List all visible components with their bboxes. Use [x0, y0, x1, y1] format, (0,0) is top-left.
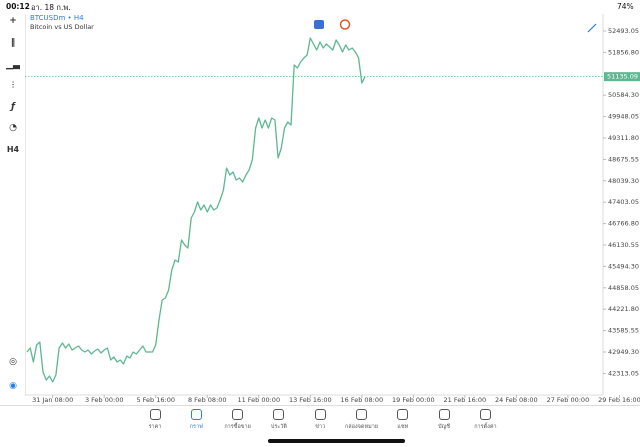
- symbol-description: Bitcoin vs US Dollar: [30, 23, 94, 31]
- tab-icon: [149, 409, 161, 420]
- function-tool[interactable]: ƒ: [11, 102, 15, 112]
- y-tick-label: 50584.30: [608, 91, 639, 99]
- timeframe-tool[interactable]: H4: [6, 145, 20, 154]
- tab-label: ประวัติ: [270, 424, 287, 430]
- y-tick-label: 52493.05: [608, 27, 639, 35]
- x-tick-label: 19 Feb 00:00: [392, 396, 435, 404]
- tab-label: กราฟ: [189, 424, 203, 430]
- trade-icon[interactable]: [314, 20, 324, 29]
- tab-label: ข่าว: [315, 424, 326, 430]
- x-tick-label: 3 Feb 00:00: [85, 396, 124, 404]
- y-tick-label: 48039.30: [608, 177, 639, 185]
- tab-bar: ราคา กราฟ การซื้อขาย ประวัติ ข่าว กล่องจดหมาย…: [0, 405, 640, 447]
- app-tool[interactable]: ◉: [9, 381, 17, 391]
- tab[interactable]: กล่องจดหมาย: [340, 409, 384, 431]
- y-tick-label: 47403.05: [608, 198, 639, 206]
- date: อา. 18 ก.พ.: [31, 3, 71, 12]
- tab-icon: [190, 409, 202, 420]
- price-line: [26, 37, 366, 383]
- tab[interactable]: ข่าว: [298, 409, 342, 431]
- chart: BTCUSDm • H4 Bitcoin vs US Dollar 52493.…: [25, 14, 640, 404]
- y-tick-label: 43585.55: [608, 327, 639, 335]
- tab[interactable]: การตั้งค่า: [463, 409, 507, 431]
- indicators-tool[interactable]: ▁▃: [6, 60, 20, 70]
- tab-icon: [314, 409, 326, 420]
- tab[interactable]: กราฟ: [174, 409, 218, 431]
- tab-label: บัญชี: [438, 424, 451, 430]
- x-tick-label: 29 Feb 16:00: [598, 396, 640, 404]
- crosshair-tool[interactable]: +: [9, 16, 17, 26]
- y-tick-label: 49948.05: [608, 113, 639, 121]
- trade-icon[interactable]: [339, 19, 351, 30]
- clock: 00:12: [6, 2, 30, 11]
- x-tick-label: 8 Feb 08:00: [188, 396, 227, 404]
- y-tick-label: 48675.55: [608, 155, 639, 163]
- status-bar: 00:12 อา. 18 ก.พ. 74%: [0, 0, 640, 13]
- tab-label: ราคา: [148, 424, 162, 430]
- tab-label: การซื้อขาย: [224, 424, 251, 430]
- search-tool[interactable]: ◎: [9, 357, 17, 367]
- tab-icon: [479, 409, 491, 420]
- x-tick-label: 13 Feb 16:00: [289, 396, 332, 404]
- tab[interactable]: บัญชี: [422, 409, 466, 431]
- tab-label: แชท: [397, 424, 409, 430]
- tab[interactable]: ราคา: [133, 409, 177, 431]
- y-tick-label: 45494.30: [608, 262, 639, 270]
- x-tick-label: 16 Feb 08:00: [340, 396, 383, 404]
- tab-label: การตั้งค่า: [474, 424, 497, 430]
- tab-icon: [438, 409, 450, 420]
- tab[interactable]: แชท: [381, 409, 425, 431]
- tab[interactable]: การซื้อขาย: [216, 409, 260, 431]
- current-price-label: 51135.09: [607, 73, 638, 81]
- current-price-box: [604, 72, 640, 82]
- y-tick-label: 44858.05: [608, 284, 639, 292]
- left-toolbar: + ‖ ▁▃ ⫶ ƒ ◔ H4 ◎ ◉: [0, 14, 26, 396]
- tab-icon: [232, 409, 244, 420]
- draw-icon[interactable]: [587, 23, 597, 33]
- battery: 74%: [617, 2, 634, 11]
- y-tick-label: 49311.80: [608, 134, 639, 142]
- x-tick-label: 27 Feb 00:00: [547, 396, 590, 404]
- y-tick-label: 42949.30: [608, 348, 639, 356]
- x-tick-label: 5 Feb 16:00: [136, 396, 175, 404]
- x-tick-label: 21 Feb 16:00: [444, 396, 487, 404]
- symbol: BTCUSDm • H4: [30, 14, 84, 22]
- tab-icon: [273, 409, 285, 420]
- x-tick-label: 31 Jan 08:00: [32, 396, 73, 404]
- tab-icon: [356, 409, 367, 420]
- y-tick-label: 46130.55: [608, 241, 639, 249]
- chart-type-tool[interactable]: ‖: [10, 38, 16, 48]
- y-tick-label: 46766.80: [608, 220, 639, 228]
- tab[interactable]: ประวัติ: [257, 409, 301, 431]
- x-tick-label: 11 Feb 00:00: [237, 396, 280, 404]
- y-tick-label: 42313.05: [608, 369, 639, 377]
- home-indicator: [268, 439, 405, 443]
- settings-tool[interactable]: ⫶: [11, 81, 15, 91]
- tab-label: กล่องจดหมาย: [344, 424, 379, 430]
- y-tick-label: 44221.80: [608, 305, 639, 313]
- x-tick-label: 24 Feb 08:00: [495, 396, 538, 404]
- y-tick-label: 51856.80: [608, 48, 639, 56]
- objects-tool[interactable]: ◔: [9, 123, 17, 133]
- tab-icon: [397, 409, 409, 420]
